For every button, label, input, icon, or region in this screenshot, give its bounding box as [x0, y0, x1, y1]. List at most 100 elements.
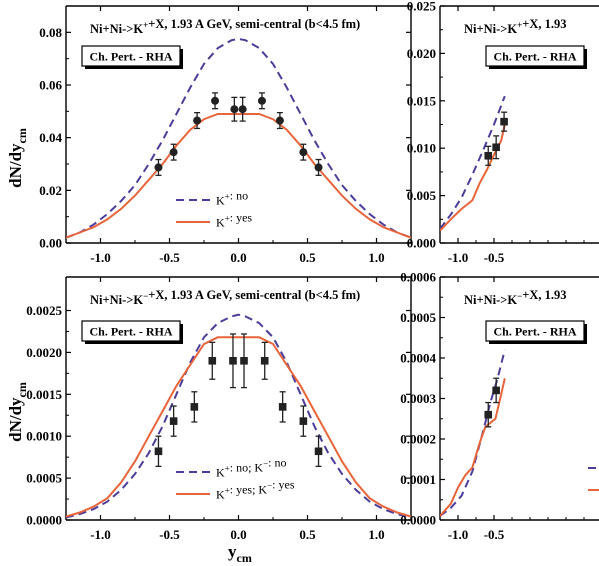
y-tick-label: 0.02: [39, 183, 62, 198]
series-line-yes: [66, 336, 411, 518]
x-tick-label: 0.5: [299, 250, 316, 265]
data-point: [208, 356, 217, 365]
y-tick-label: 0.04: [39, 130, 62, 145]
panel-title: Ni+Ni->K++X, 1.93: [464, 17, 567, 36]
badge-box: [81, 320, 181, 342]
data-point: [211, 96, 220, 105]
series-line-no: [66, 37, 411, 239]
y-axis-title-bottom-sub: cm: [15, 382, 29, 397]
x-tick-label: 0.0: [230, 527, 246, 542]
legend-label: K+: no; K−: no: [216, 456, 287, 480]
data-point: [169, 417, 178, 425]
curves: [440, 95, 508, 232]
y-axis-title-top-main: dN/dy: [6, 143, 25, 188]
data-point: [314, 163, 323, 172]
data-point: [492, 386, 500, 395]
data-point: [230, 105, 239, 114]
data-point: [260, 356, 269, 365]
series-line-no: [440, 349, 506, 517]
y-tick-label: 0.010: [407, 141, 436, 156]
data-point: [275, 116, 284, 125]
y-axis-title-top-sub: cm: [15, 128, 29, 143]
panel-bottom-right: 0.0000 0.0001 0.0002 0.0003 0.0004 0.0005 0.00…: [400, 270, 599, 542]
y-tick-label: 0.000: [407, 236, 436, 251]
y-tick-label: 0.0003: [400, 391, 436, 406]
series-line-no: [440, 95, 506, 230]
curves: [66, 37, 411, 239]
y-tick-label: 0.005: [407, 188, 437, 203]
x-axis-title-main: y: [228, 542, 237, 561]
data-point: [299, 148, 308, 157]
y-tick-label: 0.015: [407, 93, 437, 108]
badge-label: Ch. Pert. - RHA: [90, 50, 173, 64]
data-point: [257, 96, 266, 105]
badge-box: [485, 320, 585, 342]
y-tick-label: 0.0000: [400, 513, 436, 528]
x-axis-title: ycm: [228, 542, 252, 565]
legend-label: K+: no: [216, 189, 248, 208]
badge-label: Ch. Pert. - RHA: [494, 50, 577, 64]
x-axis-title-sub: cm: [237, 551, 252, 565]
data-point: [500, 117, 508, 126]
x-tick-label: -1.0: [448, 250, 469, 265]
data-point: [169, 148, 178, 157]
plots-layer: 0.00 0.02 0.04 0.06 0.08 -1.0 -0.5 0.0 0.5 1.0 Ni+…: [26, 0, 599, 542]
y-tick-label: 0.06: [39, 78, 62, 93]
y-tick-label: 0.0005: [400, 310, 436, 325]
y-tick-label: 0.0001: [400, 472, 436, 487]
badge-box: [81, 45, 181, 67]
x-tick-label: 1.0: [368, 250, 384, 265]
data-point: [238, 105, 247, 114]
y-tick-label: 0.00: [39, 236, 62, 251]
x-tick-label: 0.5: [299, 527, 316, 542]
curves: [66, 313, 411, 519]
x-tick-label: -0.5: [484, 250, 505, 265]
curves: [440, 349, 506, 517]
y-tick-label: 0.08: [39, 25, 62, 40]
y-tick-label: 0.0025: [26, 303, 62, 318]
panel-title: Ni+Ni->K−+X, 1.93 A GeV, semi-central (b…: [90, 288, 360, 307]
data-point: [154, 163, 163, 172]
data-point: [229, 356, 237, 365]
data-point: [154, 447, 163, 456]
panel-title: Ni+Ni->K−+X, 1.93: [464, 288, 567, 307]
y-axis-title-bottom: dN/dycm: [6, 382, 29, 442]
series-line-no: [66, 313, 411, 519]
data-point: [314, 447, 323, 456]
x-tick-label: -1.0: [448, 527, 469, 542]
x-tick-label: 1.0: [368, 527, 384, 542]
data-point: [492, 143, 500, 152]
badge-box: [485, 45, 585, 67]
y-tick-label: 0.0000: [26, 513, 62, 528]
x-tick-label: -0.5: [159, 527, 180, 542]
data-point: [484, 410, 493, 419]
legend-label: K+: yes: [216, 211, 252, 230]
data-point: [240, 356, 248, 365]
series-line-yes: [440, 378, 506, 517]
series-line-yes: [66, 113, 411, 239]
badge-label: Ch. Pert. - RHA: [494, 325, 577, 339]
data-point: [190, 403, 199, 411]
data-point: [299, 417, 308, 425]
y-tick-label: 0.025: [407, 0, 437, 14]
panel-bottom-left: 0.0000 0.0005 0.0010 0.0015 0.0020 0.0025 -1.0…: [26, 276, 412, 542]
x-tick-label: -0.5: [159, 250, 180, 265]
y-axis-title-bottom-main: dN/dy: [6, 397, 25, 442]
y-tick-label: 0.0002: [400, 432, 436, 447]
data-point: [484, 151, 493, 160]
x-tick-label: -1.0: [90, 250, 111, 265]
panel-top-left: 0.00 0.02 0.04 0.06 0.08 -1.0 -0.5 0.0 0.5 1.0 Ni+…: [39, 5, 412, 265]
y-tick-label: 0.0004: [400, 351, 436, 366]
panel-top-right: 0.000 0.005 0.010 0.015 0.020 0.025 -1.0 -0.5 Ni…: [407, 0, 599, 265]
y-tick-label: 0.0020: [26, 345, 62, 360]
y-axis-title-top: dN/dycm: [6, 128, 29, 188]
y-tick-label: 0.0006: [400, 270, 436, 285]
x-tick-label: -1.0: [90, 527, 111, 542]
y-tick-label: 0.0010: [26, 429, 62, 444]
data-point: [278, 403, 287, 411]
data-point: [193, 116, 202, 125]
y-tick-label: 0.0005: [26, 471, 62, 486]
y-tick-label: 0.020: [407, 46, 436, 61]
x-tick-label: -0.5: [484, 527, 505, 542]
